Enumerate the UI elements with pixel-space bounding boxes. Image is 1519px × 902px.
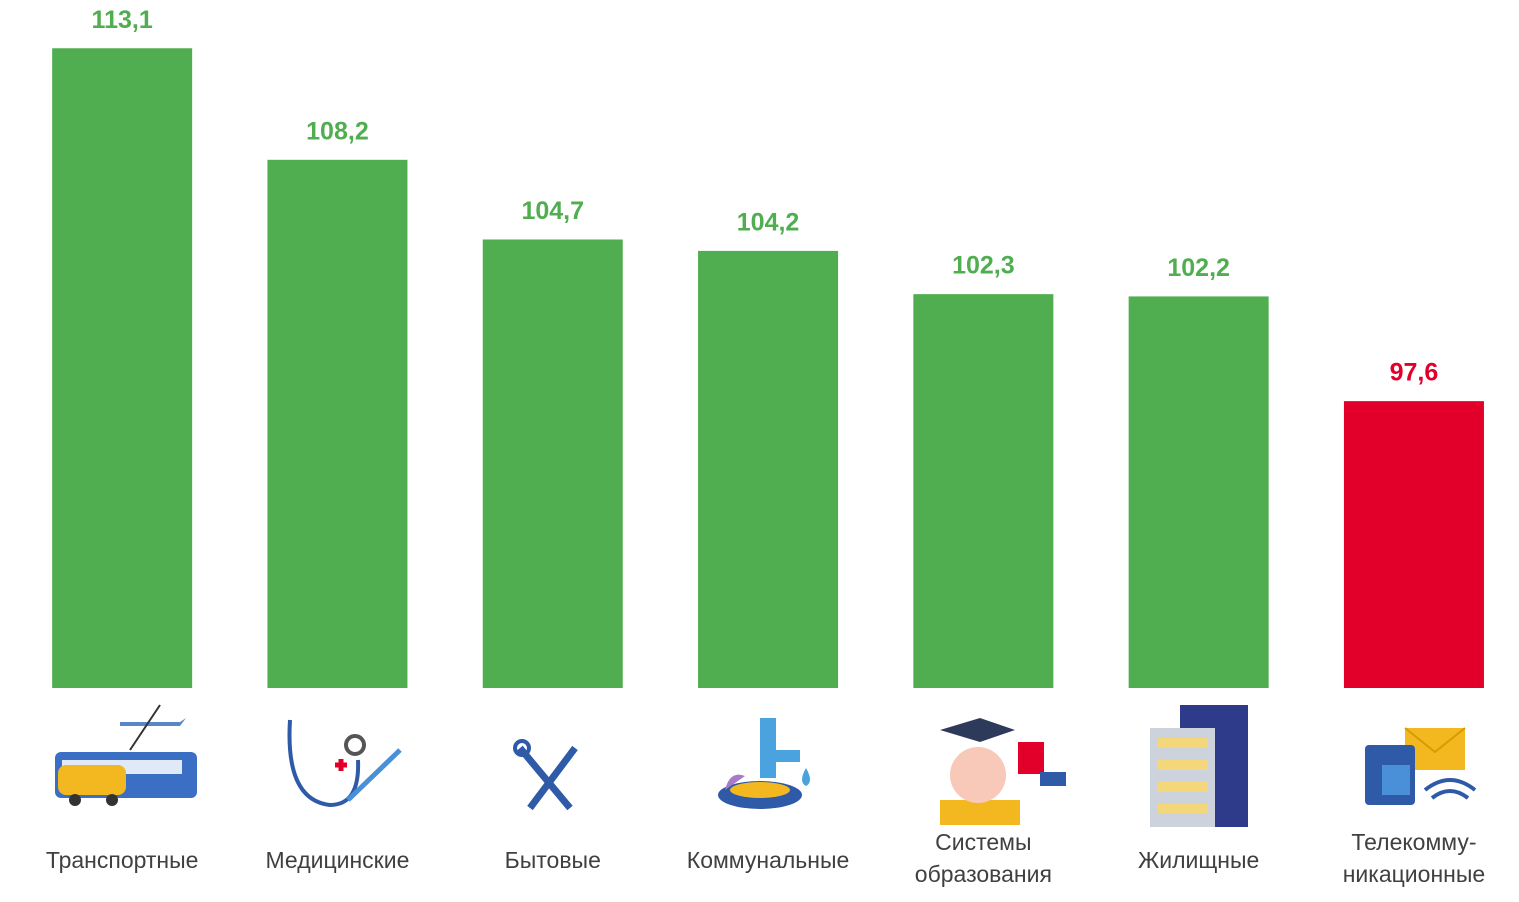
value-label: 97,6	[1390, 359, 1439, 387]
bar	[267, 160, 407, 688]
household-icon	[515, 741, 575, 808]
x-tick-label: Жилищные	[1138, 847, 1259, 873]
value-label: 102,2	[1167, 254, 1230, 282]
x-tick-label: Транспортные	[46, 847, 199, 873]
bar	[698, 251, 838, 688]
value-label: 108,2	[306, 117, 369, 145]
bar	[913, 294, 1053, 688]
communal-icon	[718, 718, 810, 809]
telecom-icon	[1365, 728, 1475, 805]
bar	[1129, 296, 1269, 688]
bar	[52, 48, 192, 688]
value-label: 113,1	[92, 6, 153, 34]
x-tick-label: Бытовые	[505, 847, 601, 873]
x-tick-label: Телекомму-	[1351, 829, 1476, 855]
education-icon	[940, 718, 1066, 825]
medical-icon	[290, 720, 401, 805]
housing-icon	[1150, 705, 1248, 827]
transport-icon	[55, 705, 197, 806]
value-label: 102,3	[952, 252, 1015, 280]
bar	[1344, 401, 1484, 688]
x-tick-label: Системы	[935, 829, 1031, 855]
x-tick-label: образования	[915, 861, 1052, 887]
value-label: 104,2	[737, 208, 800, 236]
x-tick-label: Коммунальные	[687, 847, 850, 873]
x-tick-label: никационные	[1343, 861, 1485, 887]
bar	[483, 239, 623, 688]
value-label: 104,7	[521, 197, 584, 225]
chart: 113,1 Транспортные 108,2 Медицинские 104,7 Бы…	[0, 0, 1519, 902]
icons	[55, 705, 1475, 827]
x-tick-label: Медицинские	[265, 847, 409, 873]
